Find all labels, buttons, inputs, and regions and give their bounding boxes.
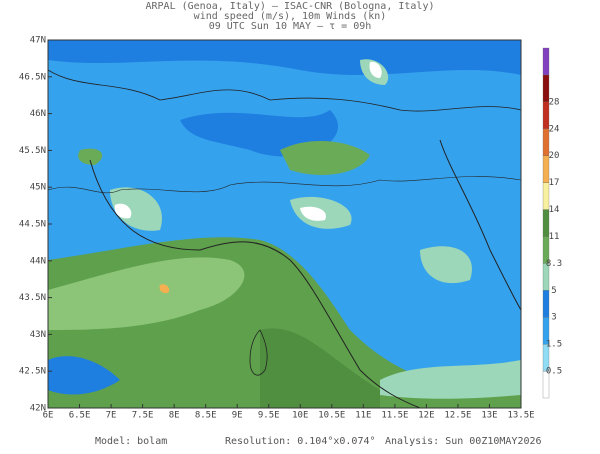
lat-label: 42.5N <box>19 367 46 377</box>
colorbar-label: 28 <box>549 97 560 107</box>
colorbar-label: 14 <box>549 205 560 215</box>
lon-label: 12.5E <box>444 411 471 421</box>
lon-label: 7.5E <box>132 411 154 421</box>
lon-label: 11E <box>355 411 371 421</box>
header: ARPAL (Genoa, Italy) – ISAC-CNR (Bologna… <box>146 1 435 32</box>
lon-label: 10E <box>292 411 308 421</box>
colorbar-segment <box>542 290 550 318</box>
lon-label: 9.5E <box>258 411 280 421</box>
header-line: wind speed (m/s), 10m Winds (kn) <box>194 11 387 22</box>
lon-label: 11.5E <box>381 411 408 421</box>
lat-label: 46.5N <box>19 72 46 82</box>
lon-label: 13E <box>481 411 497 421</box>
footer-resolution: Resolution: 0.104°x0.074° <box>225 436 376 447</box>
lat-label: 44.5N <box>19 220 46 230</box>
colorbar-label: 24 <box>549 124 560 134</box>
lon-label: 6E <box>43 411 54 421</box>
header-line: ARPAL (Genoa, Italy) – ISAC-CNR (Bologna… <box>146 1 435 12</box>
lat-label: 42N <box>30 404 46 414</box>
lon-label: 13.5E <box>507 411 534 421</box>
colorbar-label: 0.5 <box>546 367 562 377</box>
colorbar: 28 24 20 17 14 11 8.3 5 3 1.5 0.5 <box>542 47 562 399</box>
lat-label: 45N <box>30 183 46 193</box>
header-line: 09 UTC Sun 10 MAY – τ = 09h <box>209 21 372 32</box>
lat-label: 43.5N <box>19 293 46 303</box>
colorbar-label: 17 <box>549 178 560 188</box>
lon-label: 10.5E <box>318 411 345 421</box>
footer-analysis: Analysis: Sun 00Z10MAY2026 <box>385 436 542 447</box>
lon-label: 6.5E <box>69 411 91 421</box>
colorbar-label: 20 <box>549 151 560 161</box>
lon-label: 8.5E <box>195 411 217 421</box>
colorbar-label: 11 <box>549 232 560 242</box>
lon-label: 9E <box>232 411 243 421</box>
lon-label: 12E <box>418 411 434 421</box>
lat-label: 45.5N <box>19 146 46 156</box>
map-field <box>48 40 521 408</box>
lon-label: 8E <box>169 411 180 421</box>
footer-model: Model: bolam <box>95 436 167 447</box>
footer: Model: bolam Resolution: 0.104°x0.074° Ana… <box>95 436 542 447</box>
lat-label: 47N <box>30 36 46 46</box>
colorbar-label: 3 <box>551 313 556 323</box>
colorbar-segment <box>542 47 550 76</box>
colorbar-label: 8.3 <box>546 259 562 269</box>
lon-label: 7E <box>106 411 117 421</box>
lat-label: 46N <box>30 109 46 119</box>
colorbar-label: 5 <box>551 286 556 296</box>
colorbar-label: 1.5 <box>546 340 562 350</box>
lat-label: 44N <box>30 256 46 266</box>
lat-label: 43N <box>30 330 46 340</box>
